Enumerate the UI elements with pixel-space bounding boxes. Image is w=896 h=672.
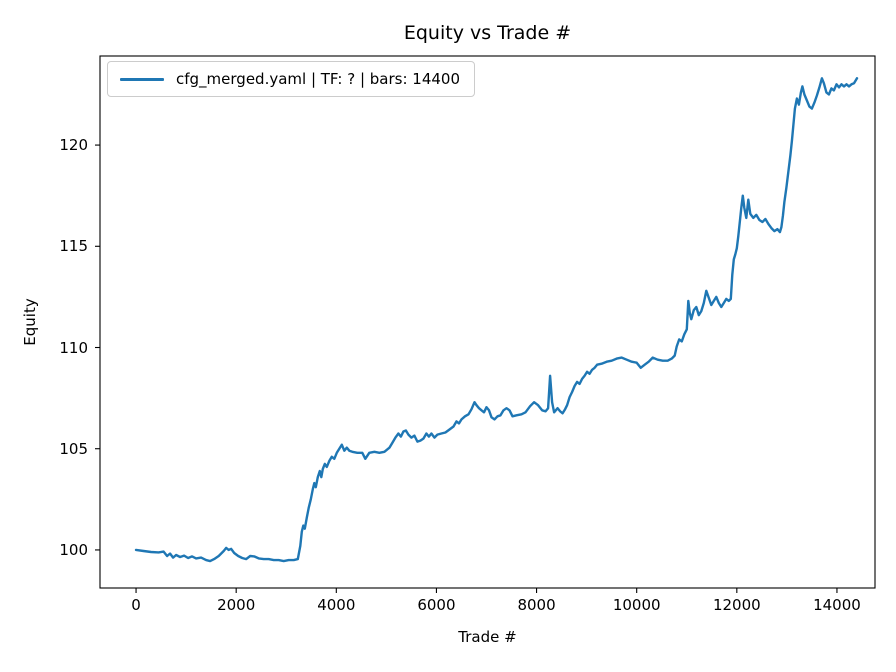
legend: cfg_merged.yaml | TF: ? | bars: 14400	[107, 61, 476, 97]
y-tick-label: 105	[59, 439, 88, 458]
axes-border	[99, 55, 876, 589]
x-tick-label: 14000	[813, 596, 861, 614]
x-tick-label: 12000	[712, 596, 761, 614]
legend-line-swatch	[120, 77, 164, 81]
x-tick-label: 10000	[612, 596, 661, 614]
x-tick-label: 4000	[317, 596, 356, 614]
x-tick-label: 6000	[417, 596, 456, 614]
x-tick-label: 0	[131, 596, 141, 614]
x-tick-label: 8000	[517, 596, 556, 614]
x-tick-label: 2000	[217, 596, 256, 614]
y-tick-label: 110	[59, 338, 88, 357]
y-tick-label: 115	[59, 237, 88, 256]
chart-title: Equity vs Trade #	[403, 22, 572, 44]
x-axis-label: Trade #	[458, 628, 517, 646]
legend-label: cfg_merged.yaml | TF: ? | bars: 14400	[176, 70, 461, 88]
equity-line-series	[134, 77, 859, 563]
y-tick-label: 120	[59, 136, 88, 155]
y-tick-label: 100	[59, 540, 88, 559]
